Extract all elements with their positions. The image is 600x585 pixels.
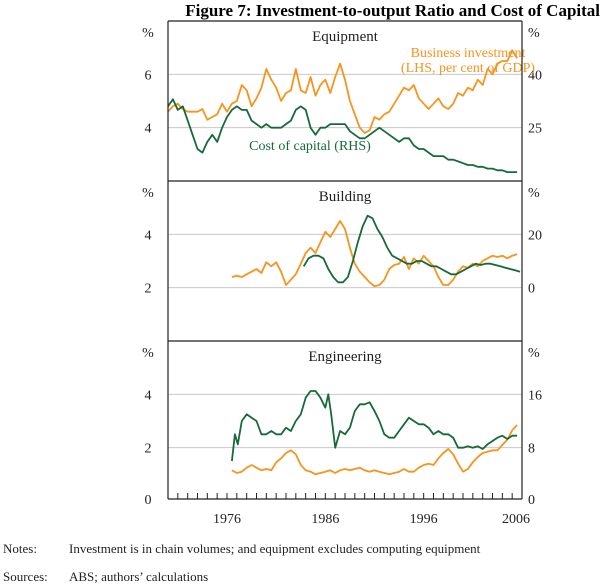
panel-equipment: 4 6 25 40% % Equipment Business investment(LHS… — [142, 20, 542, 174]
left-unit-label-engineering: % — [142, 346, 154, 361]
x-tick-label: 1986 — [311, 512, 339, 527]
left-tick-label-building: 2 — [145, 282, 152, 297]
right-tick-label-equipment: 25 — [528, 122, 542, 137]
right-tick-label-building: 20 — [528, 228, 542, 243]
panel-building: 2 4 0 20% % Building — [142, 180, 542, 297]
series-line-equipment-cost-of-capital — [167, 98, 518, 174]
panel-engineering: 0 2 4 0 8 16% % Engineering — [142, 340, 542, 508]
x-axis: 1976 1986 1996 2006 — [167, 21, 530, 527]
notes: Notes: Investment is in chain volumes; an… — [3, 541, 480, 557]
notes-text: Investment is in chain volumes; and equi… — [69, 541, 481, 556]
series-line-equipment-investment — [167, 49, 518, 134]
sources-text: ABS; authors’ calculations — [69, 569, 209, 584]
panel-title-equipment: Equipment — [312, 29, 379, 45]
x-tick-label: 2006 — [502, 512, 530, 527]
left-unit-label-equipment: % — [142, 26, 154, 41]
left-tick-label-equipment: 4 — [145, 122, 152, 137]
sources-label: Sources: — [3, 569, 48, 584]
left-tick-label-engineering: 4 — [145, 388, 152, 403]
left-unit-label-building: % — [142, 186, 154, 201]
annotation-investment: Business investment — [411, 46, 526, 61]
left-tick-label-equipment: 6 — [145, 68, 152, 83]
right-tick-label-engineering: 8 — [528, 442, 535, 457]
right-unit-label-equipment: % — [528, 26, 540, 41]
right-unit-label-engineering: % — [528, 346, 540, 361]
sources: Sources: ABS; authors’ calculations — [3, 569, 208, 585]
annotation-investment: (LHS, per cent of GDP) — [401, 61, 535, 76]
right-unit-label-building: % — [528, 186, 540, 201]
left-tick-label-engineering: 0 — [145, 493, 152, 508]
right-tick-label-equipment: 40 — [528, 68, 542, 83]
x-tick-label: 1996 — [410, 512, 438, 527]
annotation-cost-of-capital: Cost of capital (RHS) — [249, 139, 371, 154]
x-tick-label: 1976 — [213, 512, 241, 527]
notes-label: Notes: — [3, 541, 37, 556]
series-line-building-investment — [231, 220, 518, 288]
chart-title: Figure 7: Investment-to-output Ratio and… — [185, 1, 600, 20]
series-line-building-cost-of-capital — [302, 214, 521, 284]
series-line-engineering-investment — [231, 424, 518, 476]
right-tick-label-engineering: 16 — [528, 388, 542, 403]
right-tick-label-building: 0 — [528, 282, 535, 297]
panel-title-building: Building — [319, 189, 372, 205]
right-tick-label-engineering: 0 — [528, 493, 535, 508]
panel-title-engineering: Engineering — [308, 349, 382, 365]
left-tick-label-building: 4 — [145, 228, 152, 243]
series-line-engineering-cost-of-capital — [231, 390, 518, 462]
left-tick-label-engineering: 2 — [145, 442, 152, 457]
